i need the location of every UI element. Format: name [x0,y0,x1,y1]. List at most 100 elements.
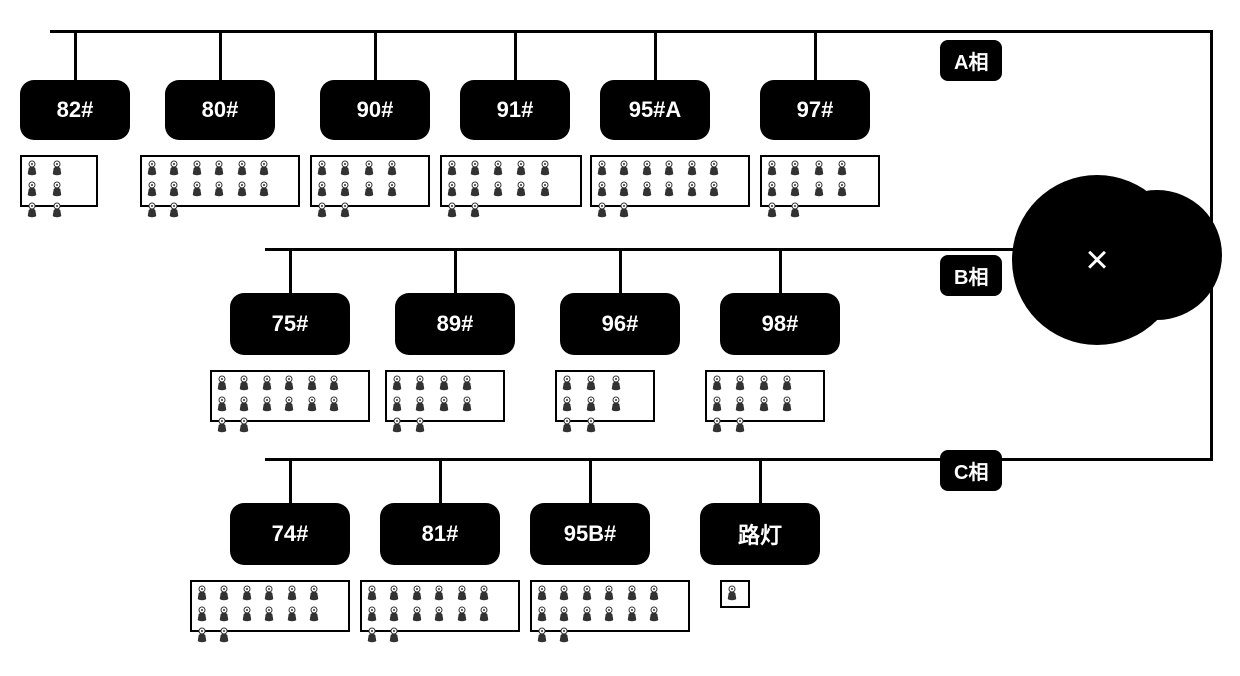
meter-icon [662,160,681,178]
phase-A-drop-3 [514,30,517,80]
meter-icon [190,160,209,178]
meter-icon [491,181,511,199]
phase-C-drop-0 [289,458,292,503]
meter-icon [167,160,186,178]
transformer-x-mark: × [1012,175,1182,345]
meter-icon [609,396,630,414]
meter-icon [217,627,236,645]
phase-C-drop-1 [439,458,442,503]
meter-icon [315,160,335,178]
meter-icon [514,160,534,178]
node-82#: 82# [20,80,130,140]
meter-icon [262,606,281,624]
meter-icon [338,160,358,178]
meter-icon [50,181,72,199]
meter-icon [365,627,384,645]
meter-icon [468,202,488,220]
meter-icon [560,375,581,393]
meter-icon [557,606,576,624]
meter-icon [437,396,457,414]
node-74#: 74# [230,503,350,565]
phase-C-drop-3 [759,458,762,503]
phase-B-drop-2 [619,248,622,293]
phase-A-drop-0 [74,30,77,80]
meter-icon [535,627,554,645]
meter-icon [812,160,832,178]
phase-C-drop-2 [589,458,592,503]
meter-icon [445,181,465,199]
meter-box-90# [310,155,430,207]
meter-icon [812,181,832,199]
node-90#: 90# [320,80,430,140]
meter-icon [788,160,808,178]
meter-icon [385,160,405,178]
meter-icon [413,375,433,393]
meter-icon [387,585,406,603]
phase-B-label: B相 [940,255,1002,296]
meter-icon [362,160,382,178]
phase-B-drop-0 [289,248,292,293]
meter-icon [315,181,335,199]
meter-icon [835,160,855,178]
meter-icon [432,606,451,624]
meter-icon [240,606,259,624]
phase-B-bus [265,248,1213,251]
phase-A-drop-4 [654,30,657,80]
node-75#: 75# [230,293,350,355]
meter-box-96# [555,370,655,422]
power-distribution-diagram: ×A相82#80#90#91#95#A97#B相75#89#96#98#C相74… [0,0,1240,676]
meter-icon [757,396,777,414]
meter-icon [468,181,488,199]
meter-icon [617,202,636,220]
node-91#: 91# [460,80,570,140]
node-89#: 89# [395,293,515,355]
meter-icon [365,585,384,603]
meter-icon [557,585,576,603]
node-路灯: 路灯 [700,503,820,565]
meter-icon [235,181,254,199]
meter-icon [237,417,256,435]
phase-C-label: C相 [940,450,1002,491]
meter-icon [788,202,808,220]
meter-icon [145,202,164,220]
meter-icon [535,585,554,603]
meter-icon [413,396,433,414]
meter-icon [710,417,730,435]
meter-box-路灯 [720,580,750,608]
meter-icon [560,396,581,414]
meter-icon [535,606,554,624]
meter-icon [282,375,301,393]
node-96#: 96# [560,293,680,355]
meter-icon [315,202,335,220]
node-98#: 98# [720,293,840,355]
meter-icon [240,585,259,603]
meter-box-81# [360,580,520,632]
meter-icon [25,202,47,220]
meter-box-80# [140,155,300,207]
meter-icon [167,202,186,220]
meter-icon [260,396,279,414]
meter-icon [477,585,496,603]
meter-icon [365,606,384,624]
meter-icon [685,181,704,199]
node-80#: 80# [165,80,275,140]
meter-icon [780,375,800,393]
meter-icon [460,396,480,414]
meter-icon [390,396,410,414]
meter-icon [387,606,406,624]
meter-icon [167,181,186,199]
meter-box-89# [385,370,505,422]
meter-icon [282,396,301,414]
meter-icon [685,160,704,178]
meter-icon [640,181,659,199]
meter-icon [595,181,614,199]
main-vertical-bus [1210,30,1213,460]
meter-icon [217,606,236,624]
meter-icon [765,202,785,220]
meter-box-74# [190,580,350,632]
meter-icon [707,160,726,178]
meter-icon [215,396,234,414]
meter-icon [195,585,214,603]
meter-icon [385,181,405,199]
transformer-symbol: × [1012,175,1232,355]
